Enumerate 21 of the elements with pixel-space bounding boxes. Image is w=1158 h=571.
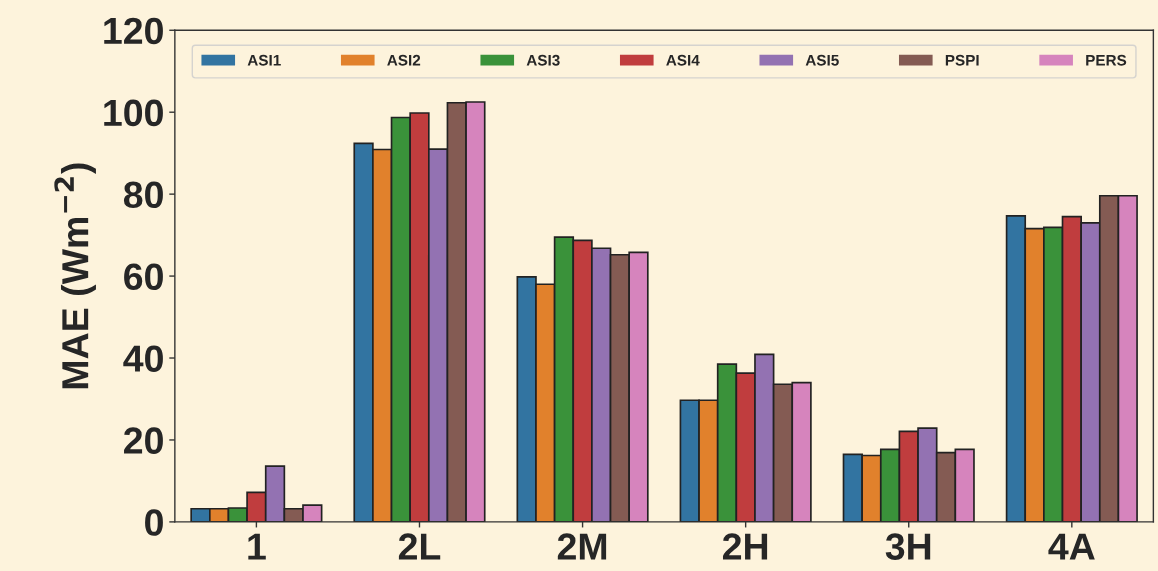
x-tick-label: 2M bbox=[557, 533, 607, 560]
x-tick-label: 1 bbox=[248, 533, 266, 560]
legend-label: ASI4 bbox=[666, 54, 700, 66]
y-axis-title: MAE (Wm$^{−2}$) bbox=[54, 163, 96, 389]
legend-label: ASI1 bbox=[247, 54, 281, 66]
x-tick-label: 2H bbox=[722, 533, 768, 560]
y-tick-label: 60 bbox=[124, 263, 163, 291]
legend-label: ASI5 bbox=[805, 54, 839, 66]
x-tick-label: 2L bbox=[398, 533, 441, 560]
x-tick-label: 4A bbox=[1048, 533, 1095, 560]
x-tick-label: 3H bbox=[885, 533, 931, 560]
y-tick-label: 20 bbox=[124, 427, 163, 454]
legend-label: PERS bbox=[1086, 54, 1127, 66]
legend-label: ASI3 bbox=[526, 54, 560, 66]
y-tick-label: 100 bbox=[104, 99, 163, 127]
y-tick-label: 80 bbox=[123, 181, 163, 209]
y-tick-label: 120 bbox=[104, 17, 163, 45]
legend-label: PSPI bbox=[945, 54, 979, 66]
y-tick-label: 0 bbox=[145, 509, 163, 536]
y-tick-label: 40 bbox=[123, 345, 163, 372]
legend-label: ASI2 bbox=[387, 54, 421, 66]
